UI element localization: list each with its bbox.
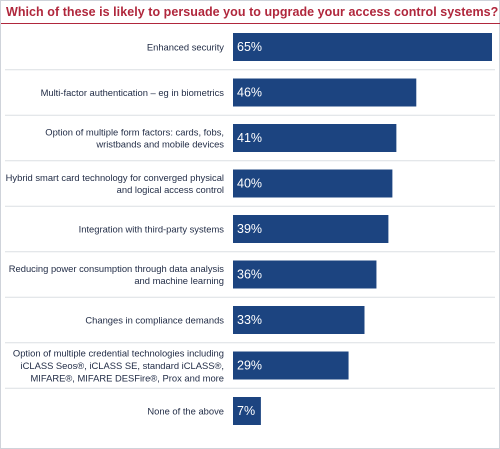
bar (233, 306, 365, 334)
bar-value-label: 65% (237, 40, 262, 54)
bar-value-label: 7% (237, 404, 255, 418)
bar (233, 78, 417, 107)
category-label: Reducing power consumption through data … (9, 263, 225, 286)
bar (233, 351, 349, 380)
bar-value-label: 46% (237, 86, 262, 100)
title-divider (1, 23, 500, 24)
bar-value-label: 39% (237, 222, 262, 236)
category-label: Integration with third-party systems (79, 224, 225, 235)
bar (233, 397, 261, 425)
bar-value-label: 36% (237, 268, 262, 282)
bar-value-label: 29% (237, 359, 262, 373)
category-label: Hybrid smart card technology for converg… (6, 172, 224, 195)
bar (233, 260, 377, 289)
category-label: Option of multiple form factors: cards, … (45, 126, 224, 149)
bar (233, 124, 397, 152)
chart-title: Which of these is likely to persuade you… (6, 5, 499, 19)
bar-value-label: 40% (237, 177, 262, 191)
bar (233, 215, 389, 243)
category-label: Changes in compliance demands (85, 315, 224, 326)
category-label: Enhanced security (147, 42, 224, 53)
bar-value-label: 33% (237, 313, 262, 327)
category-label: None of the above (147, 406, 224, 417)
bar-value-label: 41% (237, 131, 262, 145)
category-label: Option of multiple credential technologi… (13, 348, 224, 384)
bar (233, 33, 492, 61)
bar (233, 169, 393, 198)
category-label: Multi-factor authentication – eg in biom… (41, 87, 225, 98)
